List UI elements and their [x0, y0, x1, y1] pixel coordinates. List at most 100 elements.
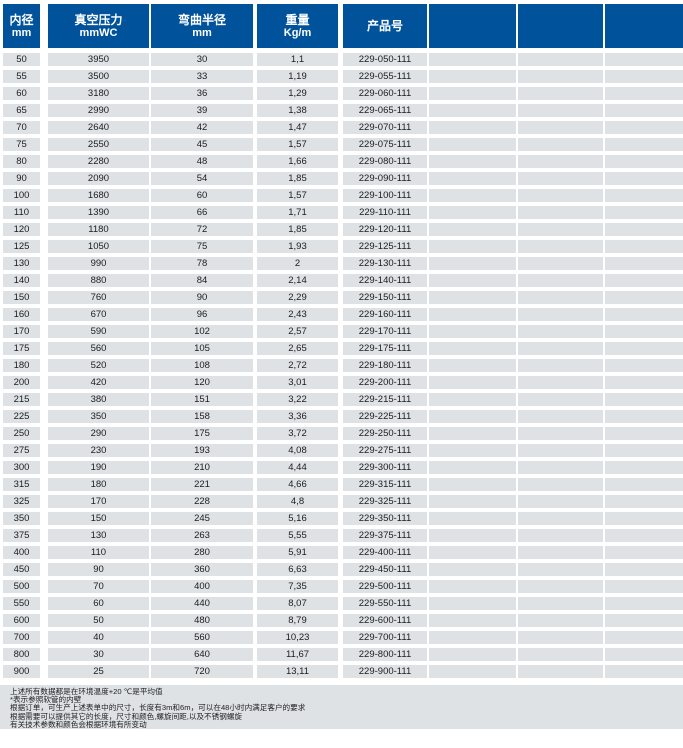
table-cell-weight: 1,38	[253, 104, 338, 117]
table-cell-inner-diameter: 600	[0, 614, 40, 627]
table-cell-empty-3	[603, 121, 683, 134]
table-cell-vacuum-pressure: 180	[40, 478, 149, 491]
table-row: 175 560 105 2,65 229-175-111	[0, 342, 683, 355]
table-cell-empty-1	[427, 580, 516, 593]
table-cell-inner-diameter: 150	[0, 291, 40, 304]
table-cell-inner-diameter: 200	[0, 376, 40, 389]
table-cell-vacuum-pressure: 880	[40, 274, 149, 287]
table-cell-bend-radius: 151	[149, 393, 253, 406]
table-row: 900 25 720 13,11 229-900-111	[0, 665, 683, 678]
table-cell-weight: 1,57	[253, 138, 338, 151]
table-cell-inner-diameter: 375	[0, 529, 40, 542]
table-cell-product-number: 229-180-111	[338, 359, 427, 372]
table-cell-empty-3	[603, 614, 683, 627]
table-cell-product-number: 229-350-111	[338, 512, 427, 525]
table-cell-empty-1	[427, 53, 516, 66]
table-cell-vacuum-pressure: 3950	[40, 53, 149, 66]
table-row: 140 880 84 2,14 229-140-111	[0, 274, 683, 287]
table-cell-bend-radius: 36	[149, 87, 253, 100]
table-row: 600 50 480 8,79 229-600-111	[0, 614, 683, 627]
table-cell-empty-1	[427, 155, 516, 168]
table-cell-vacuum-pressure: 2640	[40, 121, 149, 134]
table-cell-empty-1	[427, 308, 516, 321]
table-cell-product-number: 229-225-111	[338, 410, 427, 423]
table-cell-vacuum-pressure: 25	[40, 665, 149, 678]
table-cell-inner-diameter: 325	[0, 495, 40, 508]
footnote-line: 上述所有数据都是在环境温度+20 ℃是平均值	[10, 687, 163, 696]
table-row: 315 180 221 4,66 229-315-111	[0, 478, 683, 491]
table-cell-inner-diameter: 100	[0, 189, 40, 202]
header-cell-product-number: 产品号	[338, 4, 427, 48]
table-cell-empty-1	[427, 223, 516, 236]
table-cell-vacuum-pressure: 60	[40, 597, 149, 610]
table-cell-empty-2	[516, 240, 603, 253]
table-cell-empty-3	[603, 665, 683, 678]
table-cell-vacuum-pressure: 760	[40, 291, 149, 304]
table-cell-weight: 7,35	[253, 580, 338, 593]
table-cell-vacuum-pressure: 590	[40, 325, 149, 338]
table-cell-empty-2	[516, 257, 603, 270]
table-cell-bend-radius: 245	[149, 512, 253, 525]
table-cell-product-number: 229-800-111	[338, 648, 427, 661]
table-cell-inner-diameter: 225	[0, 410, 40, 423]
table-cell-empty-3	[603, 478, 683, 491]
table-cell-empty-2	[516, 87, 603, 100]
table-cell-inner-diameter: 275	[0, 444, 40, 457]
table-cell-weight: 8,07	[253, 597, 338, 610]
table-cell-bend-radius: 33	[149, 70, 253, 83]
table-cell-empty-1	[427, 70, 516, 83]
footnote-line: 根据订单，可生产上述表单中的尺寸，长度有3m和6m，可以在48小时内满足客户的要…	[10, 703, 306, 713]
table-cell-product-number: 229-060-111	[338, 87, 427, 100]
table-cell-empty-2	[516, 495, 603, 508]
table-cell-inner-diameter: 110	[0, 206, 40, 219]
table-cell-empty-2	[516, 291, 603, 304]
table-cell-empty-3	[603, 512, 683, 525]
table-cell-vacuum-pressure: 30	[40, 648, 149, 661]
table-cell-empty-2	[516, 70, 603, 83]
table-row: 80 2280 48 1,66 229-080-111	[0, 155, 683, 168]
table-cell-product-number: 229-450-111	[338, 563, 427, 576]
table-cell-empty-3	[603, 546, 683, 559]
table-cell-vacuum-pressure: 3180	[40, 87, 149, 100]
table-cell-inner-diameter: 300	[0, 461, 40, 474]
table-cell-empty-3	[603, 87, 683, 100]
table-cell-vacuum-pressure: 190	[40, 461, 149, 474]
table-cell-vacuum-pressure: 50	[40, 614, 149, 627]
header-cell-bend-radius: 弯曲半径 mm	[149, 4, 253, 48]
table-cell-bend-radius: 193	[149, 444, 253, 457]
table-row: 65 2990 39 1,38 229-065-111	[0, 104, 683, 117]
table-cell-empty-1	[427, 393, 516, 406]
table-cell-empty-2	[516, 461, 603, 474]
table-cell-empty-1	[427, 614, 516, 627]
table-cell-bend-radius: 480	[149, 614, 253, 627]
table-cell-empty-1	[427, 342, 516, 355]
table-cell-bend-radius: 640	[149, 648, 253, 661]
table-cell-weight: 4,66	[253, 478, 338, 491]
table-cell-inner-diameter: 50	[0, 53, 40, 66]
table-cell-vacuum-pressure: 670	[40, 308, 149, 321]
table-cell-vacuum-pressure: 1050	[40, 240, 149, 253]
header-unit: mm	[192, 26, 212, 39]
table-cell-vacuum-pressure: 560	[40, 342, 149, 355]
table-cell-empty-1	[427, 291, 516, 304]
table-cell-product-number: 229-050-111	[338, 53, 427, 66]
table-cell-empty-3	[603, 342, 683, 355]
table-cell-product-number: 229-100-111	[338, 189, 427, 202]
table-cell-weight: 1,93	[253, 240, 338, 253]
table-cell-weight: 1,19	[253, 70, 338, 83]
table-cell-bend-radius: 263	[149, 529, 253, 542]
table-cell-product-number: 229-120-111	[338, 223, 427, 236]
table-cell-inner-diameter: 175	[0, 342, 40, 355]
table-cell-product-number: 229-200-111	[338, 376, 427, 389]
table-cell-weight: 2,65	[253, 342, 338, 355]
footnotes: 上述所有数据都是在环境温度+20 ℃是平均值 *表示参照软管的内壁 根据订单，可生产…	[0, 685, 683, 729]
table-cell-weight: 2,29	[253, 291, 338, 304]
table-cell-product-number: 229-110-111	[338, 206, 427, 219]
table-cell-inner-diameter: 800	[0, 648, 40, 661]
table-cell-vacuum-pressure: 150	[40, 512, 149, 525]
table-cell-empty-2	[516, 53, 603, 66]
table-cell-product-number: 229-080-111	[338, 155, 427, 168]
header-cell-inner-diameter: 内径 mm	[0, 4, 40, 48]
table-cell-product-number: 229-090-111	[338, 172, 427, 185]
table-cell-vacuum-pressure: 420	[40, 376, 149, 389]
